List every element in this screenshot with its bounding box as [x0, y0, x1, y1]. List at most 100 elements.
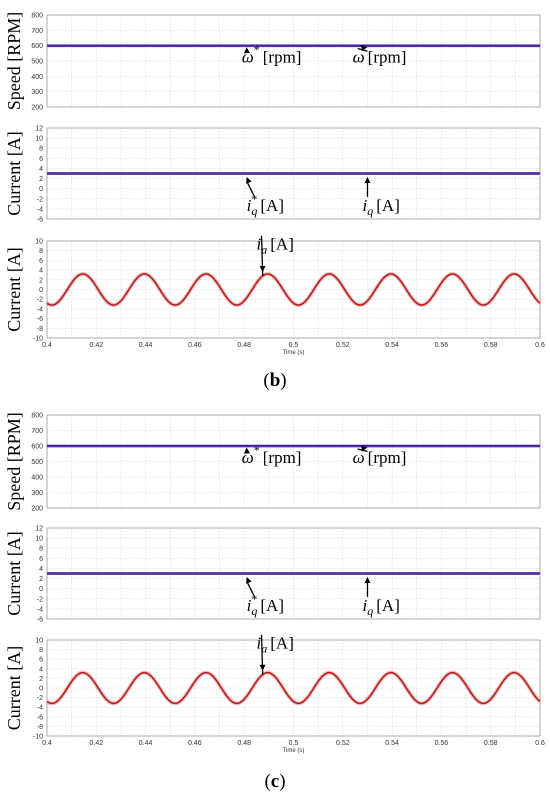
y-tick-label: 6 — [39, 156, 43, 163]
annotation-arrow — [246, 580, 256, 598]
x-tick-label: 0.54 — [385, 740, 399, 747]
plot-frame — [46, 639, 541, 737]
y-axis-label: Speed [RPM] — [4, 412, 24, 511]
y-tick-label: 8 — [39, 146, 43, 153]
annotation-label: ω* [rpm] — [242, 443, 302, 467]
annotation-label: ia [A] — [257, 235, 294, 257]
x-tick-label: 0.44 — [139, 740, 153, 747]
y-tick-label: 600 — [31, 43, 43, 50]
x-tick-label: 0.58 — [484, 740, 498, 747]
y-axis-label: Current [A] — [4, 531, 24, 615]
y-tick-label: -4 — [37, 606, 43, 613]
plot-frame — [46, 240, 541, 339]
y-tick-label: 12 — [35, 126, 43, 133]
x-tick-label: 0.46 — [188, 342, 202, 349]
y-tick-label: 700 — [31, 428, 43, 435]
y-tick-label: -2 — [37, 196, 43, 203]
annotation-arrowhead — [361, 45, 368, 51]
x-tick-label: 0.52 — [336, 740, 350, 747]
panel-caption: (c) — [264, 771, 285, 792]
y-tick-label: -10 — [33, 734, 43, 741]
y-tick-label: -6 — [37, 714, 43, 721]
y-tick-label: 0 — [39, 186, 43, 193]
y-tick-label: -6 — [37, 217, 43, 224]
x-tick-label: 0.58 — [484, 342, 498, 349]
y-tick-label: 800 — [31, 413, 43, 420]
y-tick-label: 2 — [39, 576, 43, 583]
annotation-arrowhead — [364, 177, 371, 184]
y-tick-label: 200 — [31, 105, 43, 112]
series-line — [46, 671, 541, 705]
y-tick-label: -2 — [37, 297, 43, 304]
y-tick-label: 600 — [31, 444, 43, 451]
x-axis-label: Time (s) — [283, 748, 305, 754]
chart-panel-c-ia: -10 -8 -6 -4 -2 0 2 4 6 8 10 Current [A] 0.4 0.42 0.44… — [4, 634, 545, 754]
x-tick-label: 0.52 — [336, 342, 350, 349]
y-tick-label: -4 — [37, 306, 43, 313]
y-tick-label: -4 — [37, 206, 43, 213]
annotation-arrowhead — [259, 265, 266, 273]
y-tick-label: 800 — [31, 13, 43, 20]
y-tick-label: -10 — [33, 336, 43, 343]
y-tick-label: 8 — [39, 248, 43, 255]
y-tick-label: 0 — [39, 586, 43, 593]
y-tick-label: 500 — [31, 459, 43, 466]
y-tick-label: 300 — [31, 89, 43, 96]
x-tick-label: 0.4 — [42, 740, 52, 747]
y-tick-label: 8 — [39, 647, 43, 654]
x-tick-label: 0.5 — [289, 342, 299, 349]
y-tick-label: 0 — [39, 686, 43, 693]
x-tick-label: 0.4 — [42, 342, 52, 349]
plot-frame — [46, 414, 541, 509]
annotation-arrowhead — [361, 445, 368, 452]
y-tick-label: -4 — [37, 705, 43, 712]
y-tick-label: 4 — [39, 166, 43, 173]
x-tick-label: 0.48 — [237, 740, 251, 747]
y-tick-label: 200 — [31, 506, 43, 513]
x-tick-label: 0.6 — [535, 342, 545, 349]
captions: (b) (c) — [263, 370, 286, 792]
y-tick-label: 10 — [35, 638, 43, 645]
x-tick-label: 0.54 — [385, 342, 399, 349]
x-tick-label: 0.42 — [89, 342, 103, 349]
y-axis-label: Current [A] — [4, 646, 24, 730]
y-axis-label: Current [A] — [4, 131, 24, 215]
annotation-arrowhead — [246, 177, 252, 184]
x-tick-label: 0.42 — [89, 740, 103, 747]
y-tick-label: 10 — [35, 136, 43, 143]
annotation-arrowhead — [259, 664, 266, 671]
annotation-arrowhead — [364, 577, 371, 584]
y-tick-label: -6 — [37, 617, 43, 624]
y-tick-label: 10 — [35, 536, 43, 543]
plot-frame — [46, 14, 541, 108]
y-tick-label: 700 — [31, 28, 43, 35]
annotation-label: iq* [A] — [247, 192, 284, 218]
annotation-label: ω [rpm] — [353, 48, 407, 67]
annotation-label: ω [rpm] — [353, 448, 407, 467]
y-tick-label: 400 — [31, 475, 43, 482]
annotation-arrowhead — [243, 447, 250, 454]
y-tick-label: 6 — [39, 556, 43, 563]
annotation-label: iq [A] — [363, 196, 400, 218]
chart-panel-b-iq: -6 -4 -2 0 2 4 6 8 10 12 Current [A] iq* [A] iq [A] — [4, 126, 541, 224]
chart-panel-c-iq: -6 -4 -2 0 2 4 6 8 10 12 Current [A] iq* [A] iq [A] — [4, 526, 541, 624]
y-tick-label: 2 — [39, 676, 43, 683]
y-tick-label: 400 — [31, 74, 43, 81]
y-tick-label: -2 — [37, 596, 43, 603]
x-tick-label: 0.5 — [289, 740, 299, 747]
x-tick-label: 0.46 — [188, 740, 202, 747]
annotation-label: iq* [A] — [247, 592, 284, 618]
y-tick-label: 500 — [31, 59, 43, 66]
series-line — [46, 273, 541, 306]
y-tick-label: -8 — [37, 326, 43, 333]
x-axis-label: Time (s) — [283, 350, 305, 356]
annotation-label: iq [A] — [363, 596, 400, 618]
y-tick-label: 12 — [35, 526, 43, 533]
x-tick-label: 0.6 — [535, 740, 545, 747]
y-axis-label: Speed [RPM] — [4, 12, 24, 111]
annotation-label: ia [A] — [257, 634, 294, 656]
annotation-arrowhead — [243, 47, 250, 54]
y-tick-label: 0 — [39, 287, 43, 294]
